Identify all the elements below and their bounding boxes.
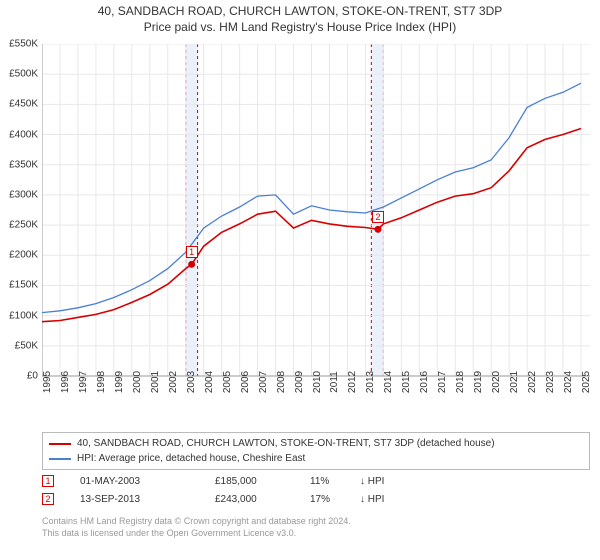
transaction-row: 1 01-MAY-2003 £185,000 11% ↓ HPI: [42, 472, 415, 490]
x-axis-tick: 2022: [527, 371, 538, 393]
x-axis-tick: 2017: [437, 371, 448, 393]
y-axis-tick: £550K: [0, 39, 38, 50]
x-axis-tick: 2023: [545, 371, 556, 393]
x-axis-tick: 2020: [491, 371, 502, 393]
transaction-direction: ↓ HPI: [360, 494, 415, 505]
x-axis-tick: 2010: [312, 371, 323, 393]
y-axis-tick: £100K: [0, 310, 38, 321]
y-axis-tick: £500K: [0, 69, 38, 80]
x-axis-tick: 2011: [329, 371, 340, 393]
title-line1: 40, SANDBACH ROAD, CHURCH LAWTON, STOKE-…: [0, 4, 600, 20]
x-axis-tick: 2024: [563, 371, 574, 393]
x-axis-tick: 2014: [383, 371, 394, 393]
x-axis-tick: 1999: [114, 371, 125, 393]
transaction-price: £185,000: [215, 476, 310, 487]
transaction-pct: 11%: [310, 476, 360, 487]
x-axis-tick: 2025: [581, 371, 592, 393]
transaction-pct: 17%: [310, 494, 360, 505]
y-axis-tick: £300K: [0, 189, 38, 200]
x-axis-tick: 2016: [419, 371, 430, 393]
title-line2: Price paid vs. HM Land Registry's House …: [0, 20, 600, 36]
y-axis-tick: £0: [0, 371, 38, 382]
legend-item-property: 40, SANDBACH ROAD, CHURCH LAWTON, STOKE-…: [49, 436, 583, 451]
x-axis-tick: 2019: [473, 371, 484, 393]
transaction-price: £243,000: [215, 494, 310, 505]
legend-swatch: [49, 443, 71, 445]
y-axis-tick: £200K: [0, 250, 38, 261]
x-axis-tick: 2005: [222, 371, 233, 393]
chart-area: £0£50K£100K£150K£200K£250K£300K£350K£400…: [42, 44, 590, 406]
legend: 40, SANDBACH ROAD, CHURCH LAWTON, STOKE-…: [42, 432, 590, 470]
x-axis-tick: 2003: [186, 371, 197, 393]
y-axis-tick: £50K: [0, 340, 38, 351]
x-axis-tick: 2015: [401, 371, 412, 393]
footer-line1: Contains HM Land Registry data © Crown c…: [42, 516, 351, 528]
x-axis-tick: 2004: [204, 371, 215, 393]
footer-line2: This data is licensed under the Open Gov…: [42, 528, 351, 540]
y-axis-tick: £250K: [0, 220, 38, 231]
attribution-footer: Contains HM Land Registry data © Crown c…: [42, 516, 351, 539]
legend-label: HPI: Average price, detached house, Ches…: [77, 451, 305, 466]
x-axis-tick: 2006: [240, 371, 251, 393]
x-axis-tick: 1998: [96, 371, 107, 393]
x-axis-tick: 1995: [42, 371, 53, 393]
line-chart: [42, 44, 590, 406]
y-axis-tick: £150K: [0, 280, 38, 291]
x-axis-tick: 1996: [60, 371, 71, 393]
transaction-date: 13-SEP-2013: [80, 494, 215, 505]
transactions-table: 1 01-MAY-2003 £185,000 11% ↓ HPI 2 13-SE…: [42, 472, 415, 508]
y-axis-tick: £400K: [0, 129, 38, 140]
chart-title: 40, SANDBACH ROAD, CHURCH LAWTON, STOKE-…: [0, 0, 600, 35]
x-axis-tick: 2008: [276, 371, 287, 393]
legend-item-hpi: HPI: Average price, detached house, Ches…: [49, 451, 583, 466]
y-axis-tick: £450K: [0, 99, 38, 110]
x-axis-tick: 2009: [294, 371, 305, 393]
transaction-date: 01-MAY-2003: [80, 476, 215, 487]
x-axis-tick: 1997: [78, 371, 89, 393]
transaction-marker: 1: [42, 475, 54, 487]
transaction-row: 2 13-SEP-2013 £243,000 17% ↓ HPI: [42, 490, 415, 508]
x-axis-tick: 2018: [455, 371, 466, 393]
x-axis-tick: 2007: [258, 371, 269, 393]
x-axis-tick: 2021: [509, 371, 520, 393]
legend-swatch: [49, 458, 71, 460]
y-axis-tick: £350K: [0, 159, 38, 170]
chart-marker: 2: [372, 211, 384, 223]
x-axis-tick: 2013: [365, 371, 376, 393]
x-axis-tick: 2001: [150, 371, 161, 393]
transaction-marker: 2: [42, 493, 54, 505]
x-axis-tick: 2012: [347, 371, 358, 393]
legend-label: 40, SANDBACH ROAD, CHURCH LAWTON, STOKE-…: [77, 436, 495, 451]
chart-marker: 1: [186, 246, 198, 258]
transaction-direction: ↓ HPI: [360, 476, 415, 487]
x-axis-tick: 2002: [168, 371, 179, 393]
x-axis-tick: 2000: [132, 371, 143, 393]
